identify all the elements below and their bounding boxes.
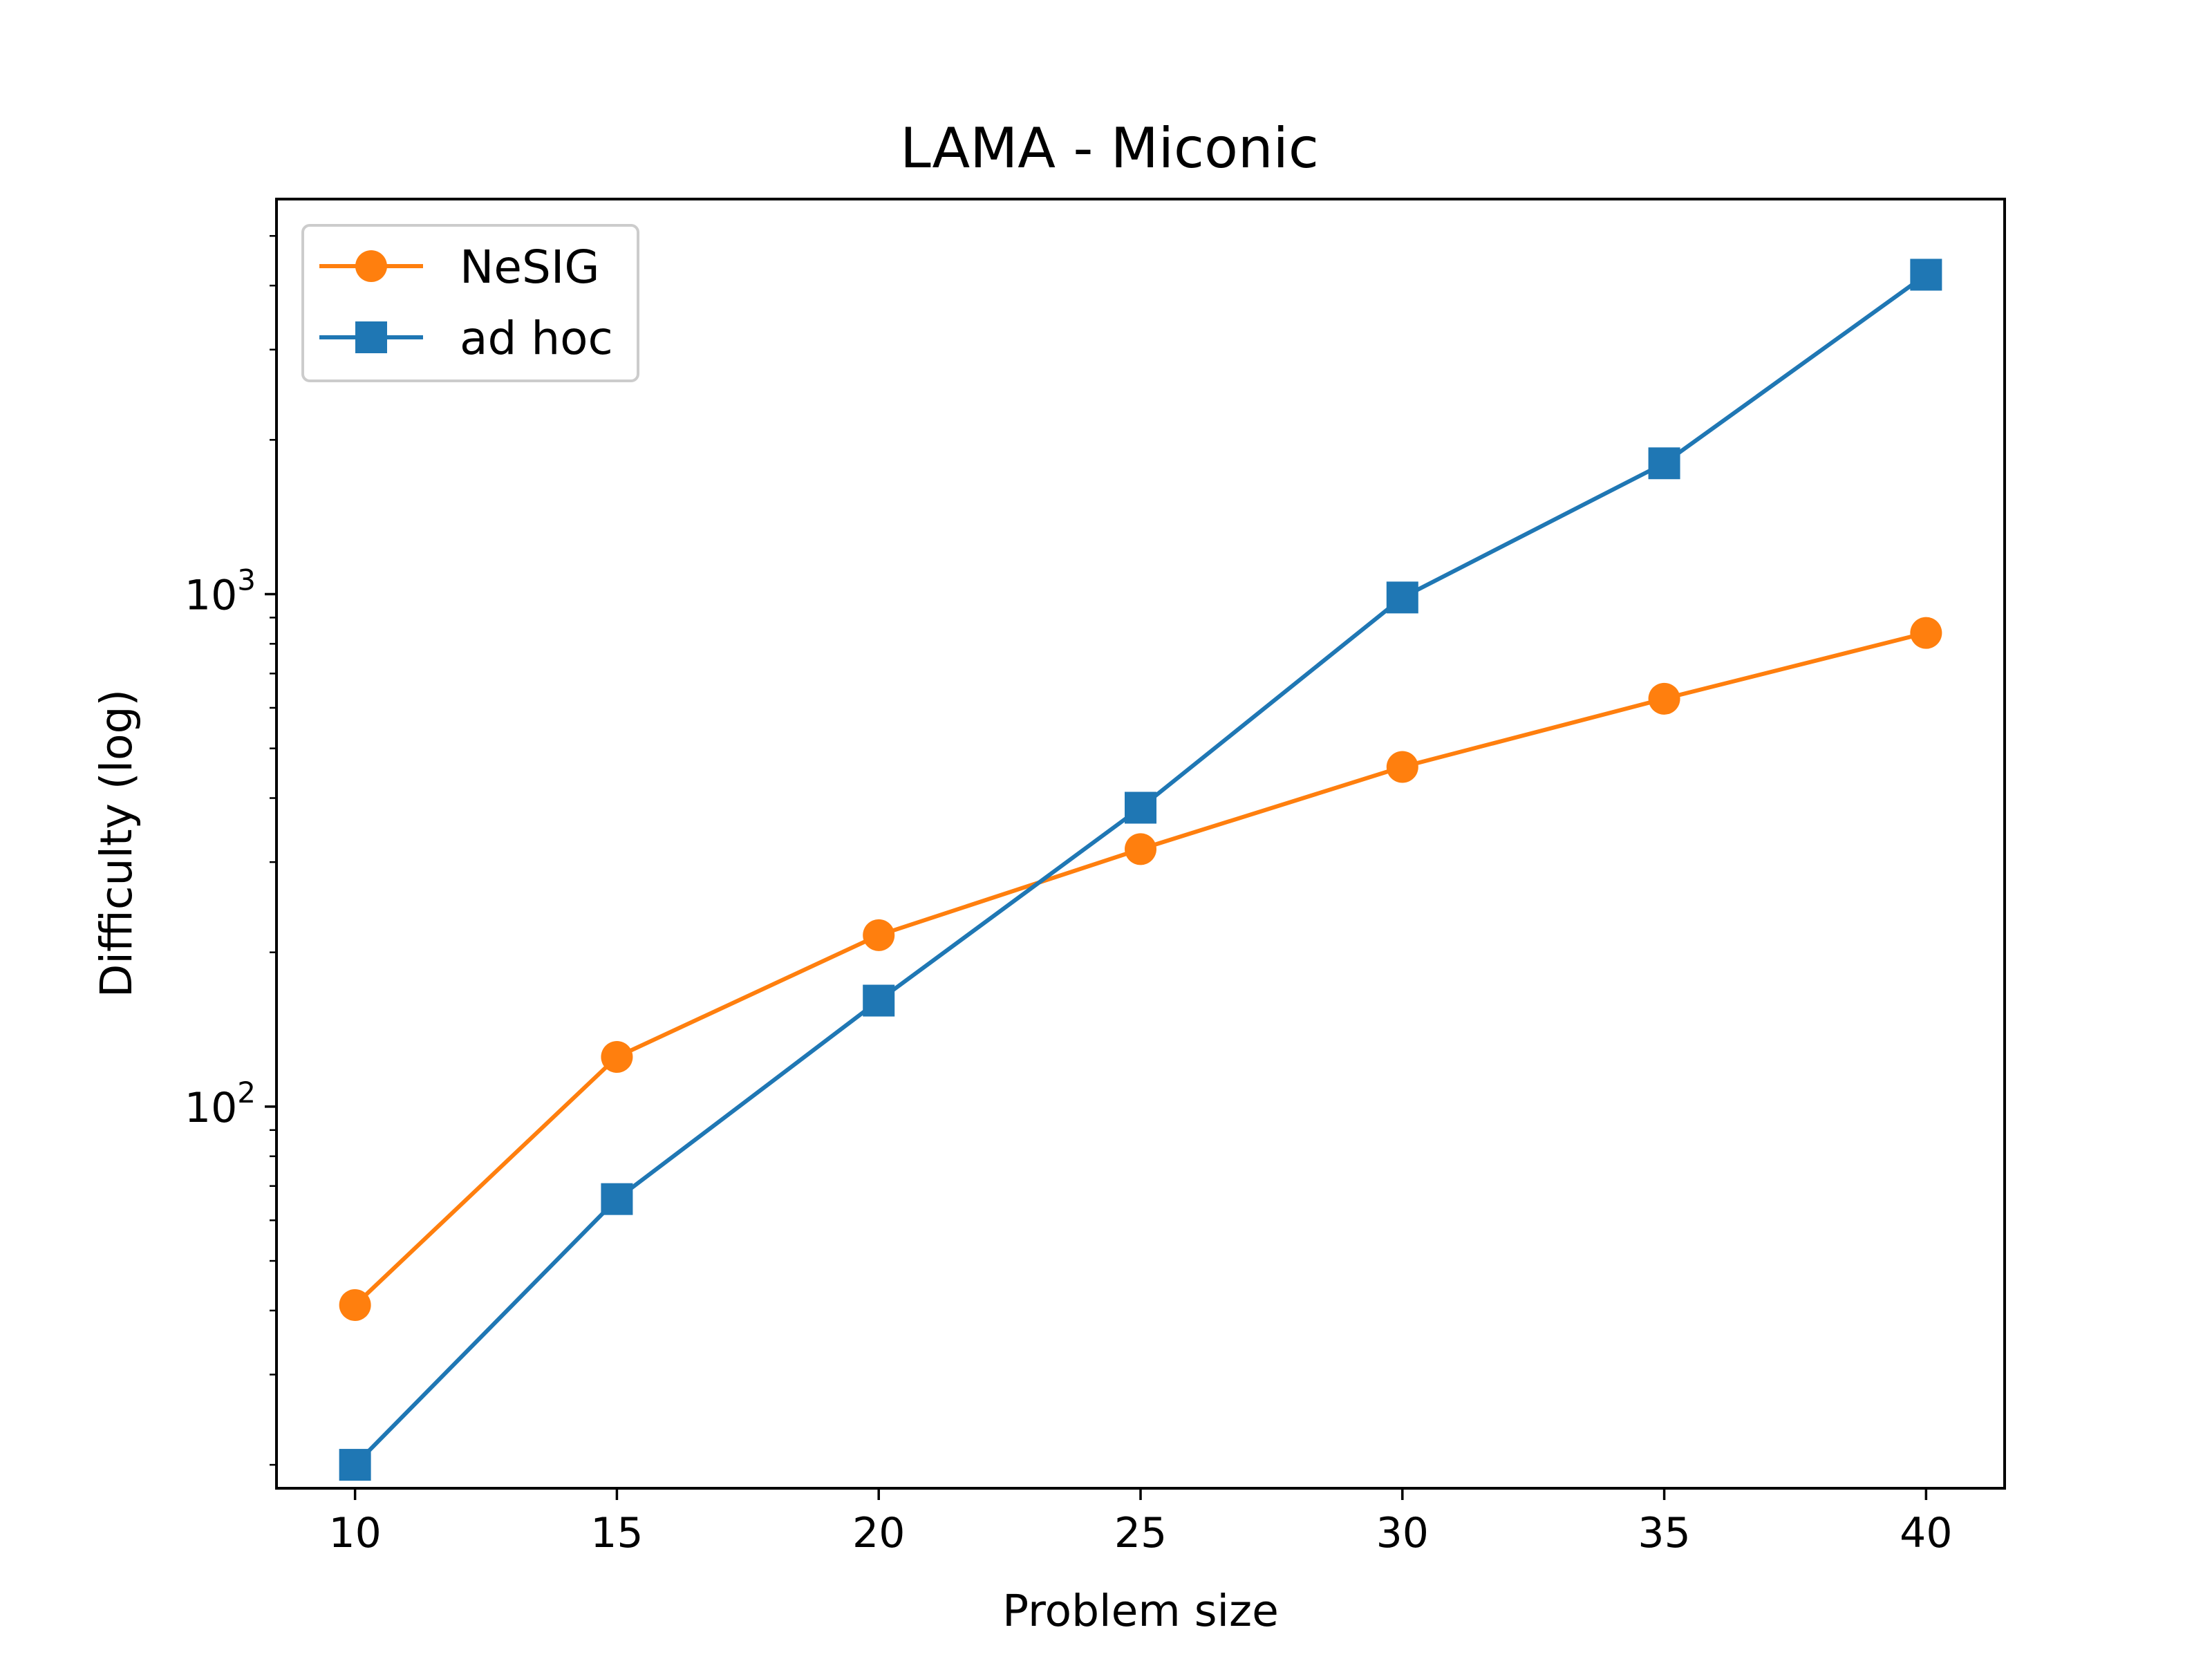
y-tick-label-exponent: 3 [237,563,256,597]
x-axis: 10 15 20 25 30 35 40 [328,1488,1953,1557]
x-axis-label: Problem size [1002,1586,1279,1636]
x-tick-label: 20 [852,1509,905,1557]
x-tick-label: 40 [1900,1509,1952,1557]
x-tick-label: 15 [590,1509,643,1557]
y-tick-label-exponent: 2 [237,1076,256,1109]
data-point-ad-hoc [863,984,895,1017]
y-axis-label: Difficulty (log) [91,689,142,997]
data-point-ad-hoc [1648,447,1680,480]
data-point-nesig [863,919,895,951]
y-tick-label-base: 10 [185,1084,237,1132]
x-tick-label: 25 [1114,1509,1167,1557]
legend-marker-ad-hoc [355,321,387,353]
data-point-ad-hoc [1125,791,1156,824]
series-ad-hoc [339,259,1942,1481]
data-point-nesig [1386,751,1418,783]
x-tick-label: 30 [1376,1509,1429,1557]
data-point-ad-hoc [1386,581,1418,614]
series-nesig [339,617,1942,1321]
data-point-ad-hoc [339,1449,371,1481]
series-layer [339,259,1942,1481]
legend-marker-nesig [355,250,387,282]
x-tick-label: 35 [1638,1509,1690,1557]
data-point-ad-hoc [601,1183,633,1215]
legend-item-nesig: NeSIG [319,241,599,294]
y-tick-label-base: 10 [185,571,237,619]
x-tick-label: 10 [328,1509,381,1557]
legend: NeSIG ad hoc [301,224,639,382]
data-point-nesig [1648,682,1680,715]
data-point-nesig [1910,617,1942,649]
legend-item-ad-hoc: ad hoc [319,312,613,365]
data-point-nesig [601,1041,633,1074]
y-tick-label: 102 [185,1076,256,1132]
chart-title: LAMA - Miconic [900,116,1319,180]
legend-label-ad-hoc: ad hoc [460,312,613,365]
data-point-nesig [1125,833,1156,865]
y-tick-label: 103 [185,563,256,619]
data-point-ad-hoc [1910,259,1942,291]
legend-label-nesig: NeSIG [460,241,599,294]
data-point-nesig [339,1288,371,1321]
